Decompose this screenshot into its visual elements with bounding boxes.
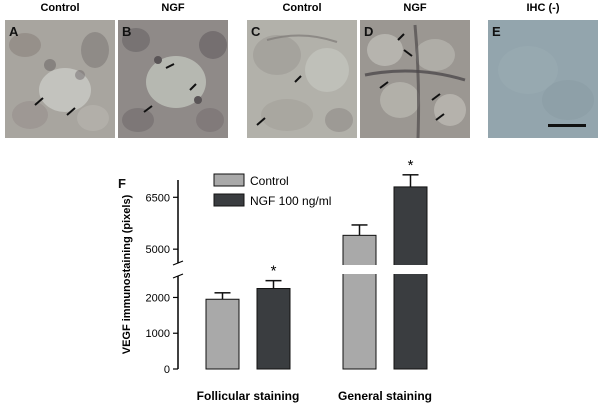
bar-break-gap: [342, 265, 377, 274]
chart-legend: Control NGF 100 ng/ml: [213, 173, 331, 208]
y-tick-label: 5000: [146, 244, 170, 256]
y-tick-label: 2000: [146, 292, 170, 304]
micrograph-d-image: [360, 20, 470, 138]
y-tick-label: 1000: [146, 328, 170, 340]
scale-bar: [548, 124, 586, 127]
significance-mark: *: [408, 157, 414, 174]
panel-b-title: NGF: [161, 2, 185, 14]
chart-labels: * Follicular staining * General staining: [197, 157, 432, 403]
panel-a-title: Control: [40, 2, 80, 14]
panel-e-title: IHC (-): [526, 2, 560, 14]
panel-d-letter: D: [364, 24, 374, 39]
panel-b-letter: B: [122, 24, 132, 39]
axis-break-mark-lower: [172, 273, 184, 279]
micrograph-e: E: [488, 20, 598, 138]
y-tick-label: 6500: [146, 192, 170, 204]
legend-label-0: Control: [250, 174, 289, 188]
panel-c-letter: C: [251, 24, 261, 39]
micrograph-a-image: [5, 20, 115, 138]
panel-d-title: NGF: [403, 2, 427, 14]
panel-f-letter: F: [118, 176, 126, 191]
panel-a-letter: A: [9, 24, 19, 39]
bar-break-gap: [393, 265, 428, 274]
y-axis-label: VEGF immunostaining (pixels): [121, 194, 133, 354]
micrograph-d: D: [360, 20, 470, 138]
axis-break-mark-upper: [172, 260, 184, 266]
bar-1-0: [256, 288, 291, 370]
chart-bars: [205, 174, 428, 370]
micrograph-c-image: [247, 20, 357, 138]
panel-c-title: Control: [282, 2, 322, 14]
micrograph-e-image: [488, 20, 598, 138]
significance-mark: *: [271, 263, 277, 280]
chart-axes: 0 1000 2000 5000 6500 VEGF immunostaining (pi…: [121, 180, 184, 376]
legend-swatch-1: [213, 193, 245, 207]
x-category-label: Follicular staining: [197, 389, 300, 403]
legend-label-1: NGF 100 ng/ml: [250, 194, 331, 208]
y-tick-label: 0: [164, 364, 170, 376]
bar-0-1: [342, 234, 377, 370]
micrograph-b: B: [118, 20, 228, 138]
legend-swatch-0: [213, 173, 245, 187]
bar-0-0: [205, 298, 240, 370]
micrograph-a: A: [5, 20, 115, 138]
x-category-label: General staining: [338, 389, 432, 403]
micrograph-b-image: [118, 20, 228, 138]
micrograph-c: C: [247, 20, 357, 138]
panel-e-letter: E: [492, 24, 501, 39]
vegf-bar-chart: F Control NGF 100 ng/ml 0 1000 2000 5000 6500…: [118, 157, 432, 403]
bar-1-1: [393, 186, 428, 370]
